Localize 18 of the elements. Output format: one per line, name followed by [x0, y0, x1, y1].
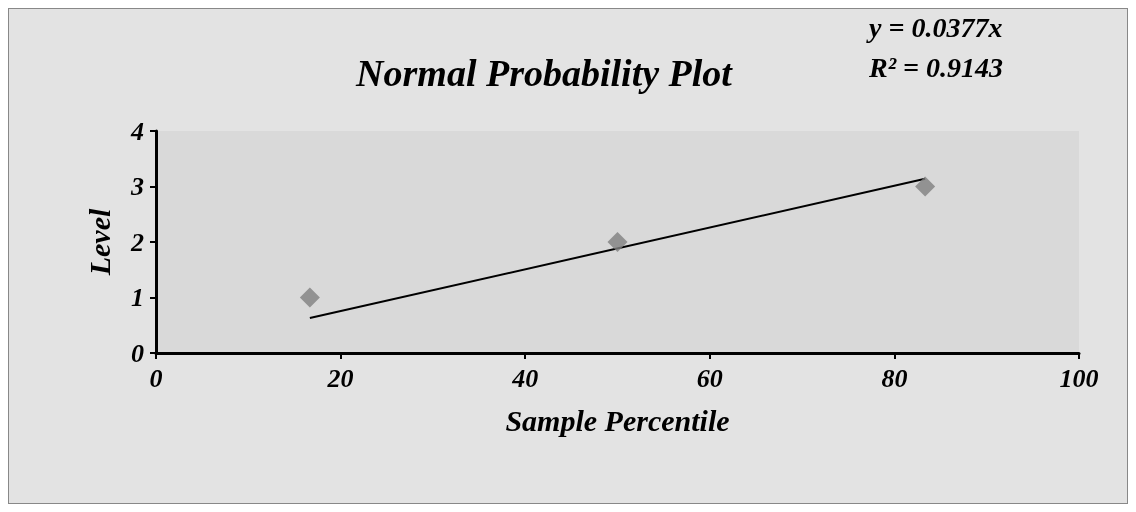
- text: y = 0.0377x: [866, 11, 1003, 43]
- chart-title: Normal Probability Plot: [355, 52, 734, 94]
- y-tick-label: 2: [130, 227, 144, 257]
- x-tick-label: 60: [696, 363, 723, 393]
- x-tick-label: 100: [1059, 363, 1099, 393]
- text: R² = 0.9143: [868, 51, 1004, 83]
- y-tick-label: 1: [131, 283, 144, 312]
- point: [915, 176, 936, 197]
- point: [299, 287, 320, 308]
- point: [607, 232, 628, 252]
- x-tick-label: 20: [326, 363, 354, 393]
- y-tick-label: 3: [130, 172, 144, 201]
- y-tick-label: 0: [131, 338, 144, 368]
- y-tick-label: 4: [130, 116, 144, 146]
- x-axis-title: Sample Percentile: [505, 403, 730, 437]
- x-tick-label: 80: [881, 363, 908, 393]
- y-axis-title: Level: [82, 208, 116, 277]
- x-tick-label: 40: [511, 363, 539, 393]
